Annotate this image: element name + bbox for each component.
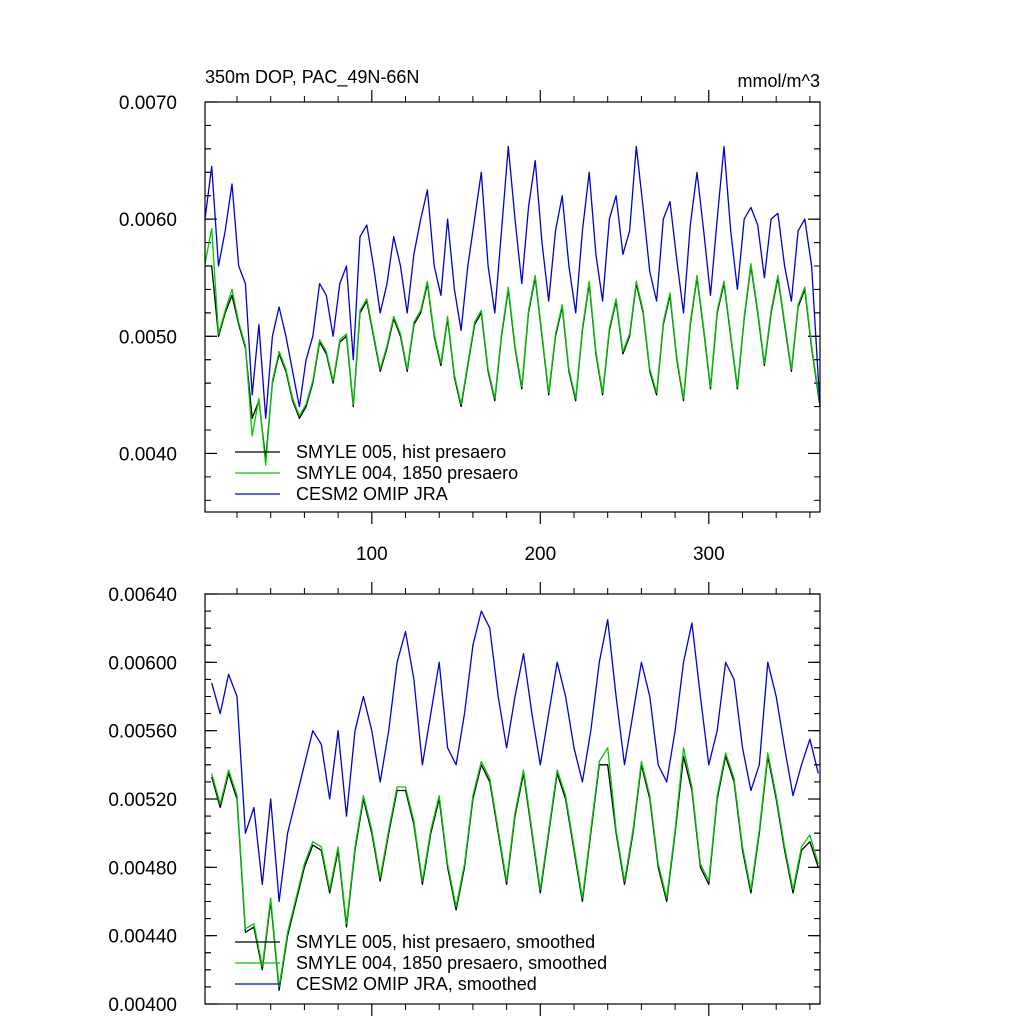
bottom-y-tick-label: 0.00560 — [108, 722, 177, 743]
bottom-legend-label-2: SMYLE 004, 1850 presaero, smoothed — [296, 953, 607, 973]
bottom-panel-frame — [204, 593, 821, 1005]
bottom-panel-legend: SMYLE 005, hist presaero, smoothedSMYLE … — [235, 932, 607, 994]
top-x-tick-label: 200 — [524, 544, 556, 565]
top-x-tick-label: 300 — [693, 544, 725, 565]
top-series-line-2 — [204, 227, 821, 466]
bottom-series-line-2 — [211, 747, 819, 988]
top-y-tick-label: 0.0070 — [119, 93, 177, 114]
bottom-y-tick-label: 0.00480 — [108, 858, 177, 879]
top-legend-label-3: CESM2 OMIP JRA — [296, 484, 448, 504]
bottom-y-tick-label: 0.00440 — [108, 927, 177, 948]
bottom-y-tick-label: 0.00640 — [108, 585, 177, 606]
bottom-y-tick-label: 0.00400 — [108, 995, 177, 1016]
top-series-line-3 — [204, 145, 821, 419]
top-legend-label-2: SMYLE 004, 1850 presaero — [296, 463, 518, 483]
bottom-y-tick-label: 0.00520 — [108, 790, 177, 811]
top-panel-units: mmol/m^3 — [738, 71, 820, 91]
top-panel-ticks: 0.0040 0.0050 0.0060 0.0070 100 200 300 — [119, 90, 820, 565]
top-y-tick-label: 0.0060 — [119, 210, 177, 231]
top-panel-frame — [204, 101, 821, 513]
top-x-tick-label: 100 — [356, 544, 388, 565]
top-y-tick-label: 0.0040 — [119, 444, 177, 465]
bottom-legend-label-3: CESM2 OMIP JRA, smoothed — [296, 974, 537, 994]
top-panel-series — [204, 145, 821, 466]
bottom-panel-ticks: 0.00400 0.00440 0.00480 0.00520 0.00560 0.006… — [108, 582, 820, 1016]
top-y-tick-label: 0.0050 — [119, 327, 177, 348]
bottom-series-line-3 — [211, 610, 819, 903]
top-panel: 350m DOP, PAC_49N-66N mmol/m^3 0.00400.0… — [119, 67, 821, 565]
bottom-legend-label-1: SMYLE 005, hist presaero, smoothed — [296, 932, 595, 952]
bottom-panel-series — [211, 610, 819, 991]
top-panel-title: 350m DOP, PAC_49N-66N — [205, 67, 419, 88]
bottom-y-tick-label: 0.00600 — [108, 653, 177, 674]
top-legend-label-1: SMYLE 005, hist presaero — [296, 442, 506, 462]
bottom-panel: 0.00400 0.00440 0.00480 0.00520 0.00560 0.006… — [108, 582, 821, 1016]
